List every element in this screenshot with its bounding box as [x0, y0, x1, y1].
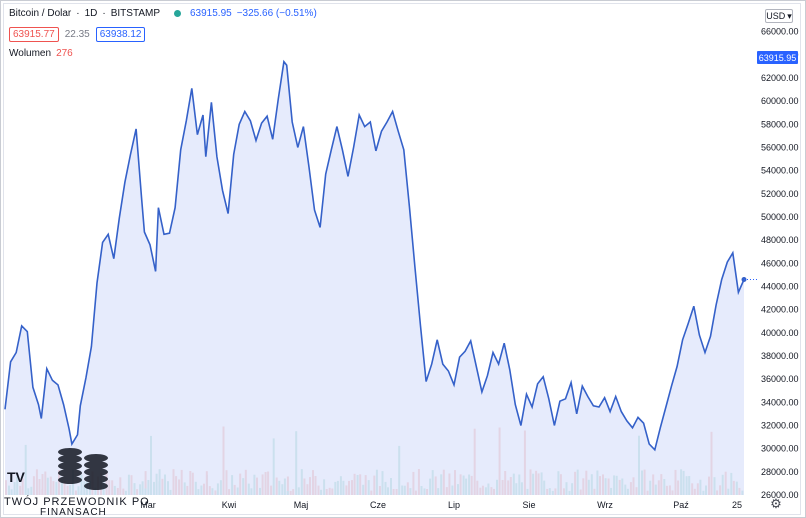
x-tick-label: Paź	[673, 500, 689, 510]
y-tick-label: 44000.00	[761, 282, 799, 292]
y-tick-label: 66000.00	[761, 27, 799, 37]
last-price-tag: 63915.95	[757, 51, 798, 64]
time-axis: Mar Kwi Maj Cze Lip Sie Wrz Paź 25	[140, 500, 742, 510]
bid-ask-row: 63915.77 22.35 63938.12	[9, 27, 146, 42]
gear-icon[interactable]: ⚙	[770, 496, 782, 511]
market-status-dot-icon	[174, 10, 181, 17]
y-tick-label: 60000.00	[761, 96, 799, 106]
y-tick-label: 34000.00	[761, 397, 799, 407]
x-tick-label: Maj	[294, 500, 309, 510]
symbol-legend[interactable]: Bitcoin / Dolar · 1D · BITSTAMP 63915.95…	[9, 8, 317, 19]
exchange-label: BITSTAMP	[110, 8, 160, 19]
tradingview-logo: TV	[7, 469, 25, 485]
chevron-down-icon: ▾	[787, 10, 792, 21]
price-area-fill	[5, 61, 744, 495]
y-tick-label: 52000.00	[761, 189, 799, 199]
watermark-line2: FINANSACH	[40, 507, 107, 518]
spread-value: 22.35	[64, 29, 90, 40]
legend-separator: ·	[102, 8, 106, 19]
y-tick-label: 26000.00	[761, 490, 799, 500]
currency-label: USD	[766, 11, 786, 21]
y-tick-label: 46000.00	[761, 258, 799, 268]
y-tick-label: 40000.00	[761, 328, 799, 338]
chart-pane[interactable]	[3, 3, 801, 515]
y-tick-label: 58000.00	[761, 119, 799, 129]
bid-price-button[interactable]: 63915.77	[9, 27, 59, 42]
x-tick-label: Mar	[140, 500, 156, 510]
y-tick-label: 28000.00	[761, 467, 799, 477]
x-tick-label: Wrz	[597, 500, 613, 510]
ask-price-button[interactable]: 63938.12	[95, 27, 146, 42]
y-tick-label: 56000.00	[761, 142, 799, 152]
coin-stack-icon	[58, 448, 108, 490]
watermark: TV TWÓJ PRZEWODNIK PO FINANSACH	[4, 444, 154, 518]
y-tick-label: 42000.00	[761, 305, 799, 315]
x-tick-label: Sie	[522, 500, 535, 510]
x-tick-label: Lip	[448, 500, 460, 510]
currency-selector[interactable]: USD ▾	[765, 9, 793, 23]
y-tick-label: 36000.00	[761, 374, 799, 384]
x-tick-label: Kwi	[222, 500, 237, 510]
y-tick-label: 54000.00	[761, 166, 799, 176]
volume-legend[interactable]: Wolumen 276	[9, 48, 73, 59]
last-price: 63915.95	[190, 8, 232, 19]
x-tick-label: 25	[732, 500, 742, 510]
price-change: −325.66 (−0.51%)	[236, 8, 317, 19]
y-tick-label: 48000.00	[761, 235, 799, 245]
y-tick-label: 50000.00	[761, 212, 799, 222]
legend-separator: ·	[76, 8, 80, 19]
price-line	[4, 59, 745, 452]
y-tick-label: 32000.00	[761, 421, 799, 431]
volume-value: 276	[56, 48, 73, 59]
y-tick-label: 62000.00	[761, 73, 799, 83]
price-axis: 26000.00 28000.00 30000.00 32000.00 34000.00…	[761, 27, 799, 500]
volume-label: Wolumen	[9, 48, 52, 59]
watermark-line1: TWÓJ PRZEWODNIK PO	[4, 496, 150, 508]
interval-label: 1D	[84, 8, 98, 19]
x-tick-label: Cze	[370, 500, 386, 510]
symbol-name: Bitcoin / Dolar	[9, 8, 72, 19]
y-tick-label: 30000.00	[761, 444, 799, 454]
y-tick-label: 38000.00	[761, 351, 799, 361]
